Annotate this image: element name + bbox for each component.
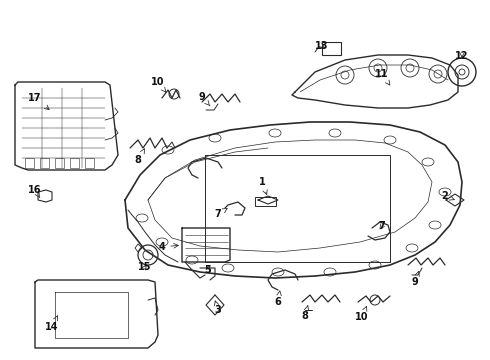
Text: 7: 7: [379, 221, 385, 231]
Text: 5: 5: [205, 265, 211, 275]
Text: 12: 12: [455, 51, 469, 61]
Text: 9: 9: [198, 92, 210, 106]
Text: 6: 6: [274, 291, 281, 307]
Text: 13: 13: [315, 41, 329, 51]
Text: 11: 11: [375, 69, 390, 85]
Text: 1: 1: [259, 177, 267, 194]
Text: 3: 3: [215, 301, 221, 315]
Text: 8: 8: [301, 305, 309, 321]
Text: 8: 8: [135, 149, 145, 165]
Text: 9: 9: [412, 271, 419, 287]
Text: 14: 14: [45, 316, 59, 332]
Text: 4: 4: [159, 242, 178, 252]
Text: 16: 16: [28, 185, 42, 198]
Text: 15: 15: [138, 262, 152, 272]
Text: 10: 10: [355, 306, 369, 322]
Text: 17: 17: [28, 93, 49, 110]
Text: 7: 7: [215, 208, 227, 219]
Text: 2: 2: [441, 191, 454, 201]
Text: 10: 10: [151, 77, 166, 92]
